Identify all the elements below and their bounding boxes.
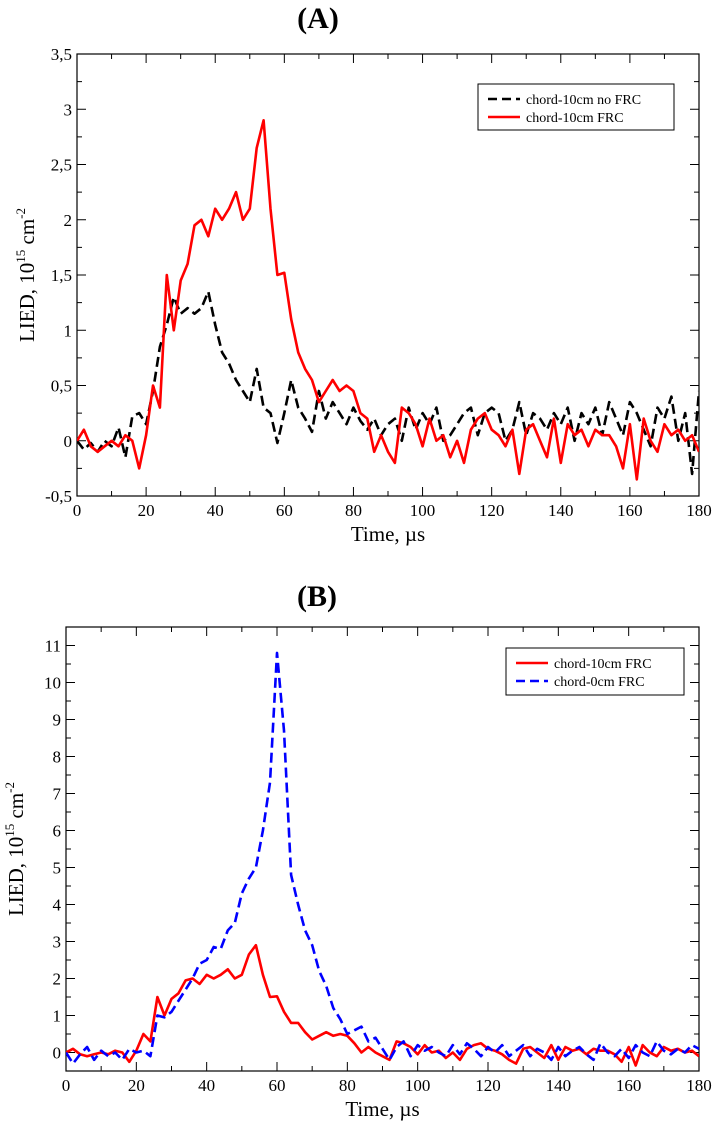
y-tick-label: 2,5 (51, 156, 72, 175)
panel-a-chart: 0 20 40 60 80 100 120 140 160 180-0,500,511,522,5… (13, 45, 712, 546)
y-tick-label: 2 (64, 211, 73, 230)
y-tick-label: 11 (45, 637, 61, 656)
x-tick-label: 0 (62, 1076, 71, 1095)
x-tick-label: 140 (546, 1076, 572, 1095)
y-tick-label: 1 (53, 1007, 62, 1026)
y-tick-label: 2 (53, 970, 62, 989)
panel-b-chart: 0 20 40 60 80 100 120 140 160 180 0 1 2 3 4 5 6 7 8 9 10 11 Ti… (2, 626, 712, 1121)
panel-b-label: (B) (297, 580, 337, 613)
y-axis-title: LIED, 1015 cm-2 (13, 208, 39, 342)
y-axis-title-base: LIED, 10 (4, 837, 28, 916)
legend-label: chord-10cm FRC (526, 111, 624, 126)
y-tick-label: 0,5 (51, 377, 72, 396)
x-tick-label: 60 (276, 501, 293, 520)
x-tick-label: 60 (269, 1076, 286, 1095)
series-group (77, 119, 699, 481)
y-tick-label: 3,5 (51, 45, 72, 64)
x-axis-title: Time, µs (351, 522, 425, 546)
y-tick-label: 0 (64, 432, 73, 451)
y-tick-label: 10 (44, 674, 61, 693)
y-axis-title-base: LIED, 10 (15, 263, 39, 342)
x-tick-label: 20 (128, 1076, 145, 1095)
series-line-0 (66, 943, 699, 1067)
y-tick-label: 4 (53, 896, 62, 915)
x-tick-label: 140 (548, 501, 574, 520)
y-tick-label: -0,5 (45, 487, 72, 506)
y-tick-label: 1 (64, 321, 73, 340)
x-tick-label: 100 (405, 1076, 431, 1095)
y-tick-label: 5 (53, 859, 62, 878)
y-axis-title-exponent: 15 (2, 824, 17, 837)
series-line-1 (77, 119, 699, 481)
y-tick-label: 1,5 (51, 266, 72, 285)
x-tick-label: 40 (207, 501, 224, 520)
y-tick-label: 6 (53, 822, 62, 841)
y-tick-label: 7 (53, 785, 62, 804)
x-tick-label: 180 (686, 501, 712, 520)
x-tick-label: 0 (73, 501, 82, 520)
y-tick-label: 9 (53, 711, 62, 730)
series-line-1 (66, 651, 699, 1065)
x-tick-label: 120 (475, 1076, 501, 1095)
y-axis-title-unit: cm (15, 219, 39, 250)
x-tick-label: 80 (339, 1076, 356, 1095)
series-group (66, 651, 699, 1067)
legend-box (505, 647, 685, 696)
legend-label: chord-0cm FRC (554, 675, 645, 690)
y-axis-title: LIED, 1015 cm-2 (2, 782, 28, 916)
x-axis-title: Time, µs (345, 1097, 419, 1121)
panel-a-label: (A) (297, 2, 339, 35)
x-tick-label: 40 (198, 1076, 215, 1095)
y-axis-title-unit-exponent: -2 (2, 782, 17, 793)
series-line-0 (77, 290, 699, 476)
y-tick-label: 3 (64, 100, 73, 119)
y-axis-title-exponent: 15 (13, 250, 28, 263)
y-tick-label: 3 (53, 933, 62, 952)
x-tick-label: 180 (686, 1076, 712, 1095)
y-axis-title-unit-exponent: -2 (13, 208, 28, 219)
x-tick-label: 160 (617, 501, 643, 520)
legend-label: chord-10cm no FRC (526, 93, 641, 108)
legend-box (477, 83, 675, 131)
x-tick-label: 100 (410, 501, 436, 520)
y-tick-label: 8 (53, 748, 62, 767)
legend-label: chord-10cm FRC (554, 657, 652, 672)
y-axis-title-unit: cm (4, 793, 28, 824)
x-tick-label: 160 (616, 1076, 642, 1095)
x-tick-label: 120 (479, 501, 505, 520)
x-tick-label: 20 (138, 501, 155, 520)
x-tick-label: 80 (345, 501, 362, 520)
y-tick-label: 0 (53, 1044, 62, 1063)
